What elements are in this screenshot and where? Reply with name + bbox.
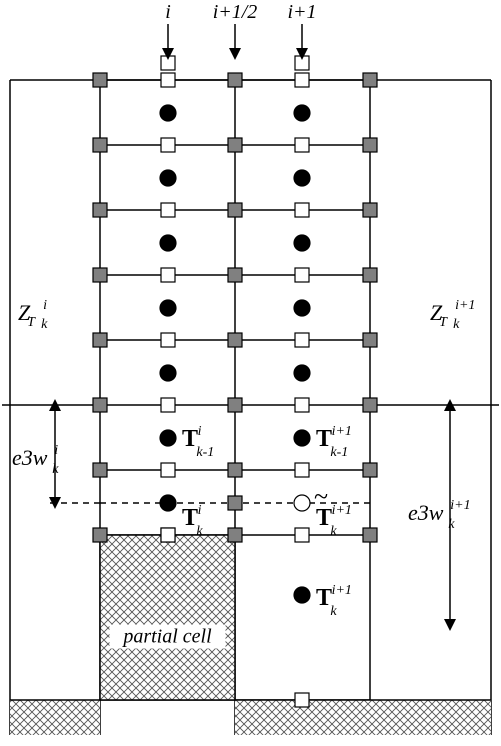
svg-text:k: k [448, 517, 455, 532]
svg-text:k: k [41, 317, 48, 332]
svg-text:k-1: k-1 [196, 445, 214, 460]
svg-text:e3w: e3w [12, 445, 48, 470]
grid-diagram: ii+1/2i+1ZTikZTi+1ke3wike3wi+1kTik-1Ti+1… [0, 0, 501, 746]
svg-text:i+1: i+1 [455, 298, 475, 313]
svg-text:T: T [27, 315, 36, 330]
svg-text:i: i [198, 424, 202, 439]
svg-text:i: i [165, 1, 171, 23]
svg-text:i+1: i+1 [332, 503, 352, 518]
svg-text:k-1: k-1 [330, 445, 348, 460]
svg-text:i: i [54, 443, 58, 458]
svg-text:i: i [198, 503, 202, 518]
svg-text:i+1: i+1 [332, 583, 352, 598]
svg-text:i+1: i+1 [450, 498, 470, 513]
svg-text:k: k [196, 524, 203, 539]
svg-text:i: i [43, 298, 47, 313]
svg-text:i+1/2: i+1/2 [213, 1, 258, 23]
svg-text:k: k [52, 462, 59, 477]
svg-text:i+1: i+1 [287, 1, 316, 23]
svg-text:partial cell: partial cell [121, 626, 212, 648]
svg-text:k: k [453, 317, 460, 332]
svg-text:e3w: e3w [408, 500, 444, 525]
svg-text:i+1: i+1 [332, 424, 352, 439]
svg-text:k: k [330, 524, 337, 539]
svg-text:T: T [439, 315, 448, 330]
svg-text:k: k [330, 604, 337, 619]
